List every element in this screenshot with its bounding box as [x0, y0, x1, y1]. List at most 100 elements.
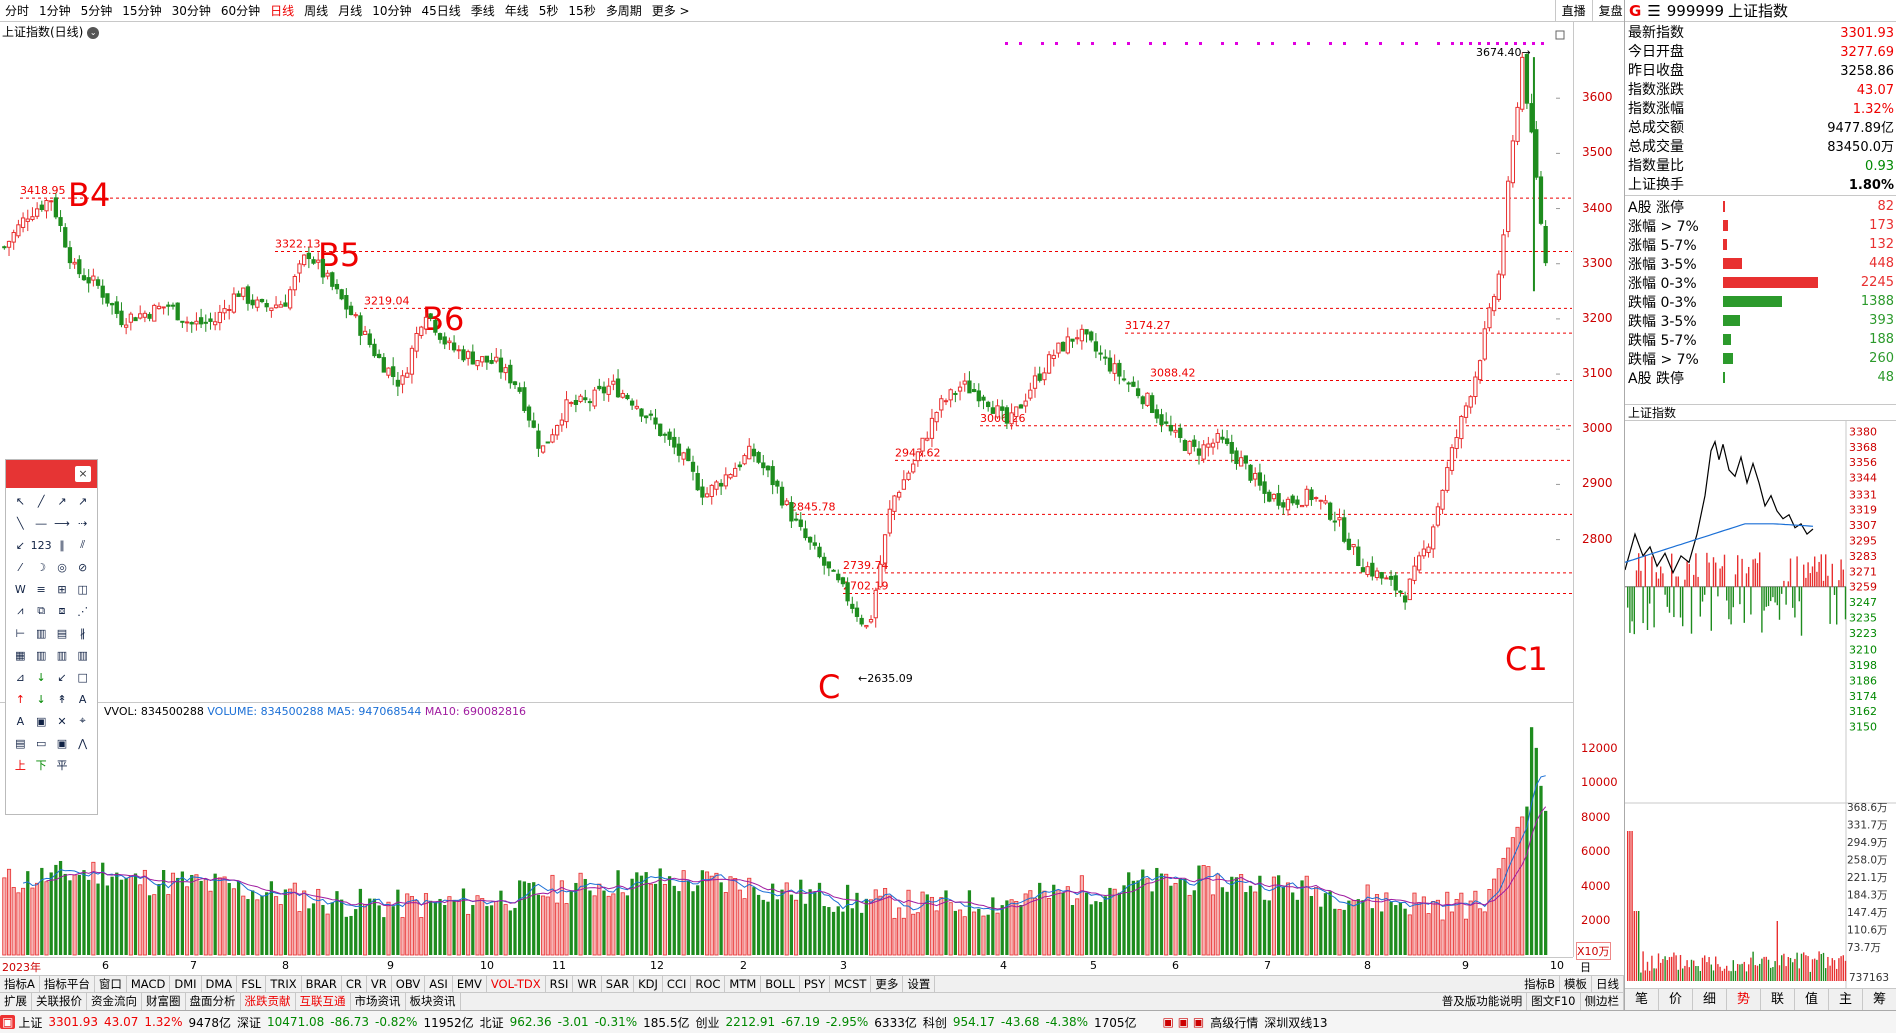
period-12[interactable]: 年线	[504, 3, 529, 18]
right-tab-5[interactable]: 值	[1795, 989, 1829, 1010]
indicator-right-2[interactable]: 日线	[1592, 976, 1624, 992]
intraday-mini-chart[interactable]: 3380 3368 3356 3344 3331 3319 3307 3295 3283 3271…	[1625, 421, 1896, 988]
indicator-tab-19[interactable]: CCI	[663, 976, 692, 992]
server-site[interactable]: 深圳双线13	[1264, 1015, 1328, 1030]
volume-chart[interactable]: VVOL: 834500288 VOLUME: 834500288 MA5: 9…	[0, 702, 1573, 957]
draw-tool-icon[interactable]: ▣	[56, 736, 68, 750]
draw-tool-icon[interactable]: ↗	[78, 494, 88, 508]
draw-tool-icon[interactable]: ⩘	[17, 604, 24, 617]
draw-tool-icon[interactable]: ╱	[37, 494, 45, 508]
draw-tool-icon[interactable]: ▣	[35, 714, 47, 728]
indicator-tab-7[interactable]: TRIX	[266, 976, 302, 992]
bottom-tab-0[interactable]: 扩展	[0, 993, 32, 1010]
bottom-tab-5[interactable]: 涨跌贡献	[241, 993, 296, 1010]
draw-tool-icon[interactable]: ▥	[35, 626, 47, 640]
indicator-tab-24[interactable]: MCST	[830, 976, 872, 992]
draw-tool-icon[interactable]: □	[77, 670, 88, 684]
draw-tool-icon[interactable]: ⊿	[15, 670, 25, 684]
bottom-right-2[interactable]: 侧边栏	[1581, 993, 1624, 1010]
draw-tool-icon[interactable]: ↑	[15, 692, 25, 706]
period-4[interactable]: 30分钟	[171, 3, 211, 18]
draw-tool-icon[interactable]: 下	[35, 759, 47, 772]
period-16[interactable]: 更多 >	[651, 3, 690, 18]
indicator-tab-5[interactable]: DMA	[202, 976, 238, 992]
draw-tool-icon[interactable]: 平	[56, 759, 68, 772]
draw-tool-icon[interactable]: ▭	[35, 736, 47, 750]
draw-tool-icon[interactable]: ⋀	[78, 736, 88, 750]
indicator-tab-3[interactable]: MACD	[127, 976, 171, 992]
draw-tool-icon[interactable]: ∦	[79, 626, 86, 640]
right-tab-4[interactable]: 联	[1761, 989, 1795, 1010]
draw-tool-icon[interactable]: ⟶	[54, 516, 70, 530]
period-11[interactable]: 季线	[470, 3, 495, 18]
sh-label[interactable]: 上证	[18, 1015, 43, 1030]
period-9[interactable]: 10分钟	[372, 3, 412, 18]
bottom-tab-7[interactable]: 市场资讯	[351, 993, 406, 1010]
draw-tool-icon[interactable]: ▥	[35, 648, 47, 662]
indicator-tab-2[interactable]: 窗口	[95, 976, 127, 992]
draw-tool-icon[interactable]: ▤	[56, 626, 68, 640]
period-1[interactable]: 1分钟	[39, 3, 71, 18]
indicator-tab-15[interactable]: RSI	[546, 976, 574, 992]
indicator-tab-23[interactable]: PSY	[800, 976, 831, 992]
right-tab-1[interactable]: 价	[1659, 989, 1693, 1010]
period-0[interactable]: 分时	[5, 3, 30, 18]
draw-tool-icon[interactable]: ⋰	[77, 604, 89, 618]
tool-1[interactable]: 复盘	[1591, 0, 1629, 22]
bottom-tab-2[interactable]: 资金流向	[87, 993, 142, 1010]
tool-0[interactable]: 直播	[1554, 0, 1592, 22]
draw-tool-icon[interactable]: 上	[14, 759, 26, 772]
draw-tool-icon[interactable]: ⌖	[79, 714, 86, 727]
cy-label[interactable]: 创业	[695, 1015, 720, 1030]
period-13[interactable]: 5秒	[538, 3, 559, 18]
bottom-tab-1[interactable]: 关联报价	[32, 993, 87, 1010]
right-tab-3[interactable]: 势	[1727, 989, 1761, 1010]
indicator-tab-9[interactable]: CR	[342, 976, 367, 992]
draw-tool-icon[interactable]: A	[16, 714, 25, 728]
indicator-tab-20[interactable]: ROC	[691, 976, 726, 992]
draw-tool-icon[interactable]: ⧈	[58, 604, 66, 617]
draw-tool-icon[interactable]: ⊘	[78, 560, 88, 574]
drawing-toolbox[interactable]: × ↖ ╱ ↗ ↗ ╲ ― ⟶ ⇢ ↙ 123 ∥ ⫽ ⁄ ☽ ◎ ⊘ W ≡ ⊞ ◫ ⩘ ⧉ ⧈ ⋰ ⊢ ▥ ▤ ∦ ▦ ▥ ▥ ▥ ⊿ ↓ ↙ □…	[5, 459, 98, 815]
flag-icons[interactable]: ▣ ▣ ▣	[1162, 1015, 1205, 1029]
draw-tool-icon[interactable]: ▤	[15, 736, 26, 750]
indicator-right-0[interactable]: 指标B	[1520, 976, 1560, 992]
draw-tool-icon[interactable]: ↓	[36, 670, 46, 684]
draw-tool-icon[interactable]: ↙	[57, 670, 67, 684]
period-2[interactable]: 5分钟	[80, 3, 113, 18]
indicator-tab-18[interactable]: KDJ	[634, 976, 663, 992]
indicator-tab-17[interactable]: SAR	[602, 976, 635, 992]
draw-tool-icon[interactable]: ◫	[77, 582, 88, 596]
chevron-down-icon[interactable]: ⌄	[87, 26, 100, 39]
indicator-tab-26[interactable]: 设置	[903, 976, 936, 992]
indicator-tab-14[interactable]: VOL-TDX	[487, 976, 546, 992]
draw-tool-icon[interactable]: ▥	[77, 648, 88, 662]
draw-tool-icon[interactable]: ⊢	[15, 626, 26, 640]
draw-tool-icon[interactable]: ⁄	[19, 560, 22, 574]
sz-label[interactable]: 深证	[237, 1015, 262, 1030]
period-15[interactable]: 多周期	[605, 3, 642, 18]
indicator-tab-11[interactable]: OBV	[392, 976, 426, 992]
kline-chart[interactable]: 3418.95 3322.13 3219.04 3174.27 3088.42 3006.…	[0, 22, 1573, 706]
draw-tool-icon[interactable]: ╲	[17, 516, 24, 530]
draw-tool-icon[interactable]: ↟	[57, 692, 67, 706]
draw-tool-icon[interactable]: A	[78, 692, 87, 706]
right-tab-0[interactable]: 笔	[1625, 989, 1659, 1010]
bottom-tab-3[interactable]: 财富圈	[142, 993, 186, 1010]
draw-tool-icon[interactable]: ↙	[15, 538, 25, 552]
draw-tool-icon[interactable]: W	[14, 582, 26, 596]
draw-tool-icon[interactable]: ⫽	[80, 538, 86, 551]
period-6[interactable]: 日线	[270, 3, 295, 18]
bottom-tab-6[interactable]: 互联互通	[296, 993, 351, 1010]
draw-tool-icon[interactable]: ▦	[15, 648, 26, 662]
draw-tool-icon[interactable]: ⊞	[57, 582, 67, 596]
draw-tool-icon[interactable]: ―	[35, 516, 47, 530]
indicator-tab-4[interactable]: DMI	[170, 976, 202, 992]
indicator-tab-21[interactable]: MTM	[725, 976, 762, 992]
right-tab-2[interactable]: 细	[1693, 989, 1727, 1010]
indicator-tab-22[interactable]: BOLL	[761, 976, 800, 992]
draw-tool-icon[interactable]: ↗	[57, 494, 67, 508]
kline-svg[interactable]: 3418.95 3322.13 3219.04 3174.27 3088.42 3006.…	[0, 22, 1573, 706]
period-14[interactable]: 15秒	[568, 3, 596, 18]
period-10[interactable]: 45日线	[421, 3, 461, 18]
